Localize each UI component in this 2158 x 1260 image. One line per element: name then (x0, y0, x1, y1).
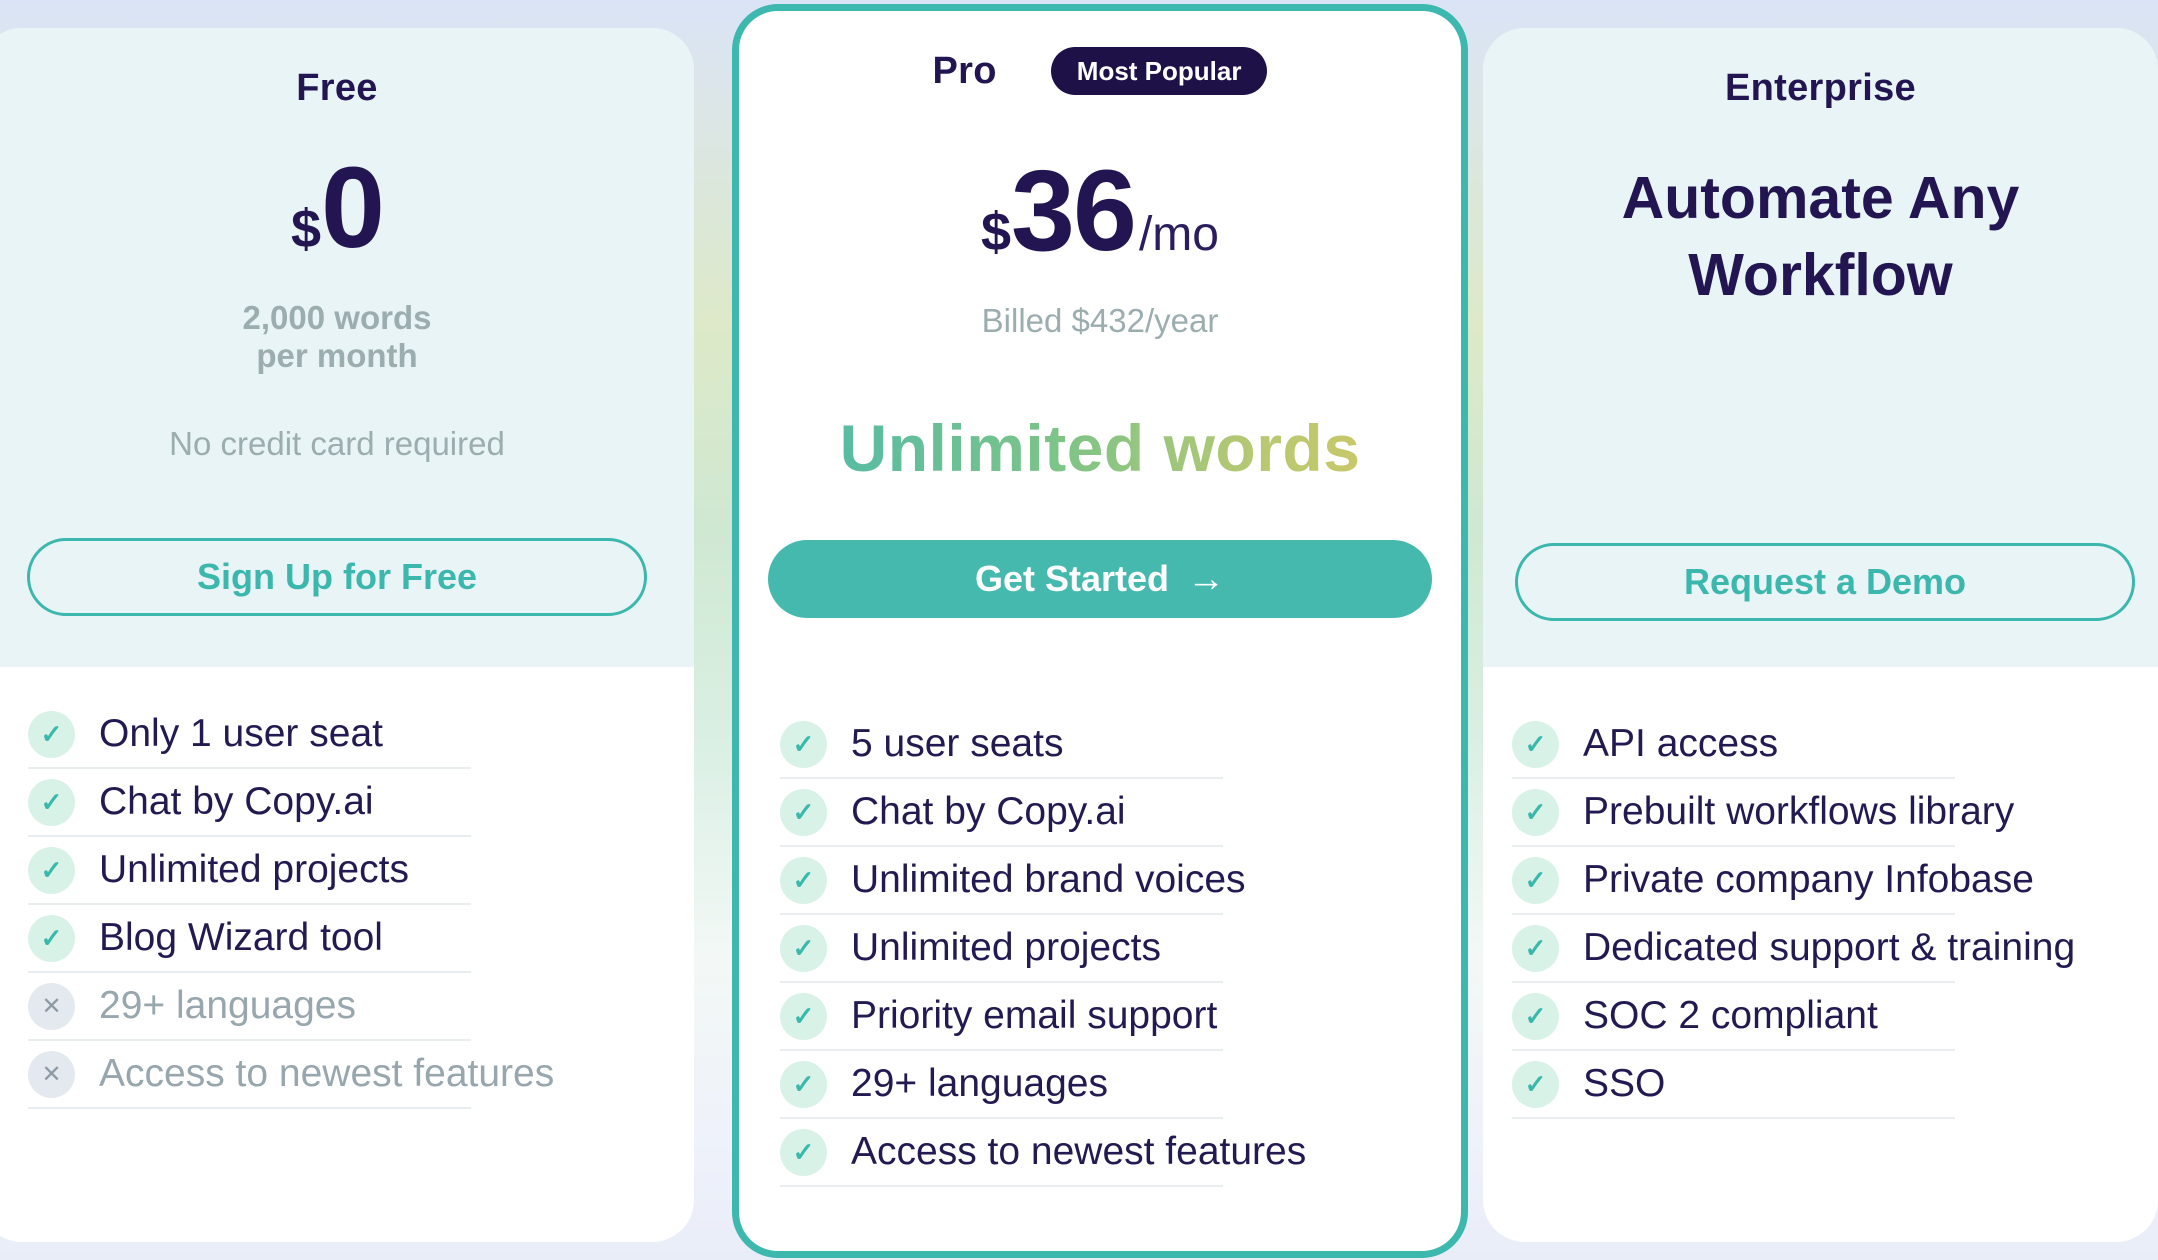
plan-title-pro: Pro (932, 49, 997, 92)
price-period: /mo (1138, 208, 1219, 261)
check-icon: ✓ (28, 914, 75, 962)
check-icon: ✓ (1512, 924, 1559, 972)
check-icon: ✓ (780, 1128, 827, 1176)
check-icon: ✓ (780, 788, 827, 836)
feature-row: ✓ Unlimited projects (28, 837, 471, 905)
get-started-button[interactable]: Get Started → (768, 540, 1432, 618)
feature-row: ✓ SSO (1512, 1051, 1955, 1119)
signup-free-button[interactable]: Sign Up for Free (27, 538, 647, 616)
price-free: $0 (0, 151, 694, 266)
cross-icon: ✕ (28, 982, 75, 1030)
pricing-card-pro: Pro Most Popular $36/mo Billed $432/year… (732, 4, 1468, 1258)
check-icon: ✓ (780, 1060, 827, 1108)
feature-row: ✓ Unlimited projects (780, 915, 1223, 983)
check-icon: ✓ (780, 992, 827, 1040)
most-popular-badge: Most Popular (1050, 47, 1268, 95)
feature-row: ✓ Private company Infobase (1512, 847, 2034, 915)
check-icon: ✓ (780, 856, 827, 904)
check-icon: ✓ (1512, 1060, 1559, 1108)
enterprise-headline: Automate Any Workflow (1621, 165, 2020, 308)
card-header-tint (1483, 28, 2158, 667)
pricing-card-free: Free $0 2,000 words per month No credit … (0, 28, 694, 1242)
price-currency: $ (290, 199, 322, 259)
check-icon: ✓ (780, 720, 827, 768)
feature-row: ✓ API access (1512, 711, 1955, 779)
request-demo-button[interactable]: Request a Demo (1515, 543, 2135, 621)
feature-row: ✓ Prebuilt workflows library (1512, 779, 2014, 847)
feature-list-enterprise: ✓ API access ✓ Prebuilt workflows librar… (1512, 711, 2075, 1119)
feature-row: ✓ Access to newest features (780, 1119, 1306, 1187)
feature-row: ✓ Dedicated support & training (1512, 915, 2075, 983)
feature-row: ✓ 5 user seats (780, 711, 1223, 779)
plan-subtitle: 2,000 words per month (242, 299, 432, 374)
unlimited-words-highlight: Unlimited words (739, 413, 1461, 483)
price-currency: $ (981, 202, 1012, 262)
plan-title-enterprise: Enterprise (1725, 67, 1916, 109)
billing-note: Billed $432/year (981, 302, 1219, 339)
feature-row: ✓ 29+ languages (780, 1051, 1223, 1119)
check-icon: ✓ (780, 924, 827, 972)
card-header-tint (0, 28, 694, 667)
price-amount: 0 (321, 144, 385, 272)
check-icon: ✓ (1512, 788, 1559, 836)
feature-list-pro: ✓ 5 user seats ✓ Chat by Copy.ai ✓ Unlim… (780, 711, 1306, 1187)
feature-row: ✓ Unlimited brand voices (780, 847, 1246, 915)
arrow-right-icon: → (1187, 557, 1226, 600)
cross-icon: ✕ (28, 1050, 75, 1098)
feature-row: ✓ Chat by Copy.ai (28, 769, 471, 837)
check-icon: ✓ (1512, 856, 1559, 904)
feature-row: ✓ Blog Wizard tool (28, 905, 471, 973)
feature-row: ✓ Chat by Copy.ai (780, 779, 1223, 847)
check-icon: ✓ (28, 710, 75, 758)
plan-note: No credit card required (169, 425, 505, 462)
feature-row: ✓ SOC 2 compliant (1512, 983, 1955, 1051)
feature-row: ✕ Access to newest features (28, 1041, 554, 1109)
pricing-card-enterprise: Enterprise Automate Any Workflow Request… (1483, 28, 2158, 1242)
check-icon: ✓ (28, 846, 75, 894)
check-icon: ✓ (1512, 992, 1559, 1040)
price-amount: 36 (1011, 147, 1137, 275)
feature-row: ✓ Only 1 user seat (28, 701, 471, 769)
feature-list-free: ✓ Only 1 user seat ✓ Chat by Copy.ai ✓ U… (28, 701, 554, 1109)
check-icon: ✓ (1512, 720, 1559, 768)
feature-row: ✕ 29+ languages (28, 973, 471, 1041)
price-pro: $36/mo (739, 154, 1461, 269)
check-icon: ✓ (28, 778, 75, 826)
pro-title-row: Pro Most Popular (739, 47, 1461, 95)
feature-row: ✓ Priority email support (780, 983, 1223, 1051)
plan-title-free: Free (296, 67, 378, 109)
